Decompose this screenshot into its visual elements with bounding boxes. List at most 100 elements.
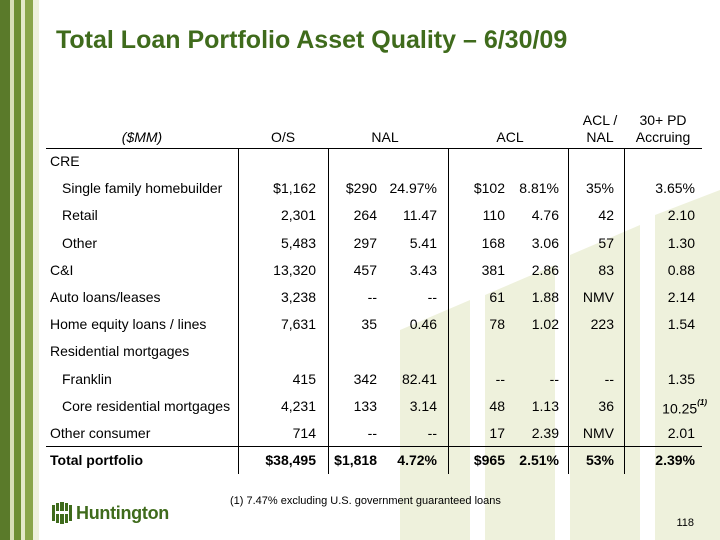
cell-acl-nal: NMV bbox=[583, 289, 614, 305]
cell-os: 415 bbox=[293, 371, 316, 387]
cell-30pd-accruing-value: 3.65% bbox=[655, 180, 695, 196]
cell-nal-percent-value: 3.43 bbox=[409, 262, 437, 278]
cell-os-value: 7,631 bbox=[280, 316, 316, 332]
cell-acl-amount-value: 48 bbox=[489, 398, 505, 414]
decor-stripe bbox=[25, 0, 33, 540]
cell-acl-nal: 83 bbox=[598, 262, 614, 278]
cell-nal-amount: 457 bbox=[354, 262, 377, 278]
total-rule bbox=[46, 446, 702, 447]
cell-nal-amount: 133 bbox=[354, 398, 377, 414]
cell-nal-percent: 24.97% bbox=[390, 180, 437, 196]
cell-os: 714 bbox=[293, 425, 316, 441]
header-acl-nal-line2: NAL bbox=[586, 129, 614, 145]
cell-os-value: 2,301 bbox=[280, 207, 316, 223]
cell-acl-percent: 3.06 bbox=[532, 235, 559, 251]
cell-os: 3,238 bbox=[281, 289, 316, 305]
cell-acl-amount-value: $102 bbox=[473, 180, 505, 196]
cell-acl-percent-value: -- bbox=[549, 371, 559, 387]
cell-30pd-accruing: 1.54 bbox=[668, 316, 695, 332]
header-os: O/S bbox=[270, 129, 296, 145]
cell-acl-nal: -- bbox=[605, 371, 614, 387]
cell-nal-amount: 264 bbox=[354, 207, 377, 223]
cell-nal-percent: 5.41 bbox=[410, 235, 437, 251]
cell-nal-amount-value: -- bbox=[367, 425, 377, 441]
cell-acl-percent-value: 1.13 bbox=[531, 398, 559, 414]
cell-acl-nal: 36 bbox=[598, 398, 614, 414]
cell-30pd-accruing-value: 0.88 bbox=[667, 262, 695, 278]
cell-30pd-accruing: 1.30 bbox=[668, 235, 695, 251]
header-rule bbox=[46, 148, 702, 149]
cell-acl-amount: $965 bbox=[474, 452, 505, 468]
cell-nal-percent: 4.72% bbox=[397, 452, 437, 468]
decor-stripe bbox=[14, 0, 21, 540]
cell-acl-percent: 8.81% bbox=[519, 180, 559, 196]
cell-acl-percent-value: 2.86 bbox=[531, 262, 559, 278]
decor-stripe bbox=[21, 0, 25, 540]
cell-acl-percent: 1.02 bbox=[532, 316, 559, 332]
header-30pd-line1: 30+ PD bbox=[639, 112, 687, 128]
cell-acl-nal-value: 223 bbox=[590, 316, 614, 332]
cell-acl-amount-value: 17 bbox=[489, 425, 505, 441]
cell-nal-amount-value: 297 bbox=[353, 235, 377, 251]
row-label: Total portfolio bbox=[50, 452, 144, 468]
cell-nal-amount: 35 bbox=[361, 316, 377, 332]
cell-30pd-accruing-value: 2.01 bbox=[667, 425, 695, 441]
cell-nal-amount-value: $290 bbox=[345, 180, 377, 196]
cell-acl-amount: 17 bbox=[489, 425, 505, 441]
page-number: 118 bbox=[676, 517, 694, 529]
cell-30pd-accruing-value: 10.25 bbox=[662, 400, 698, 417]
cell-acl-amount: 110 bbox=[483, 207, 505, 223]
cell-acl-nal-value: 36 bbox=[598, 398, 614, 414]
column-divider bbox=[568, 148, 569, 474]
row-label: Residential mortgages bbox=[50, 343, 190, 359]
header-nal: NAL bbox=[371, 129, 399, 145]
cell-acl-percent-value: 4.76 bbox=[531, 207, 559, 223]
cell-nal-amount-value: 133 bbox=[353, 398, 377, 414]
cell-nal-amount-value: 35 bbox=[361, 316, 377, 332]
cell-acl-percent-value: 2.51% bbox=[519, 452, 559, 468]
cell-acl-amount-value: 168 bbox=[481, 235, 505, 251]
cell-acl-amount: 168 bbox=[482, 235, 505, 251]
row-label: Auto loans/leases bbox=[50, 289, 161, 305]
cell-os-value: $1,162 bbox=[273, 180, 316, 196]
cell-acl-nal-value: 35% bbox=[585, 180, 614, 196]
cell-acl-amount-value: 61 bbox=[489, 289, 505, 305]
column-divider bbox=[448, 148, 449, 474]
cell-acl-nal: 223 bbox=[591, 316, 614, 332]
cell-nal-amount: -- bbox=[368, 289, 377, 305]
cell-acl-nal: 35% bbox=[586, 180, 614, 196]
cell-acl-nal: 57 bbox=[598, 235, 614, 251]
row-label: CRE bbox=[50, 153, 80, 169]
decor-stripe bbox=[0, 0, 10, 540]
cell-acl-percent-value: 1.02 bbox=[531, 316, 559, 332]
cell-acl-amount: 61 bbox=[489, 289, 505, 305]
column-divider bbox=[624, 148, 625, 474]
cell-nal-amount-value: $1,818 bbox=[334, 452, 377, 468]
cell-acl-amount: 381 bbox=[482, 262, 505, 278]
cell-nal-amount: $290 bbox=[346, 180, 377, 196]
cell-acl-percent: 4.76 bbox=[532, 207, 559, 223]
cell-nal-percent-value: 24.97% bbox=[389, 180, 437, 196]
row-label: C&I bbox=[50, 262, 74, 278]
cell-acl-percent: 2.51% bbox=[519, 452, 559, 468]
cell-acl-amount-value: 110 bbox=[482, 207, 505, 223]
cell-nal-percent-value: -- bbox=[427, 289, 437, 305]
cell-30pd-accruing: 2.01 bbox=[668, 425, 695, 441]
footnote-marker: (1) bbox=[697, 398, 707, 407]
cell-acl-percent-value: 8.81% bbox=[519, 180, 559, 196]
cell-nal-percent: 82.41 bbox=[402, 371, 437, 387]
huntington-logo: Huntington bbox=[52, 502, 169, 524]
cell-acl-percent: 2.39 bbox=[532, 425, 559, 441]
huntington-logo-icon bbox=[52, 502, 72, 524]
cell-nal-percent: -- bbox=[428, 289, 437, 305]
cell-acl-percent-value: 3.06 bbox=[531, 235, 559, 251]
row-label: Franklin bbox=[62, 371, 112, 387]
cell-os-value: 5,483 bbox=[280, 235, 316, 251]
cell-nal-percent-value: 5.41 bbox=[409, 235, 437, 251]
row-label: Other consumer bbox=[50, 425, 151, 441]
decor-stripe bbox=[33, 0, 39, 540]
cell-acl-nal-value: NMV bbox=[582, 425, 614, 441]
cell-nal-percent: -- bbox=[428, 425, 437, 441]
cell-acl-amount: $102 bbox=[474, 180, 505, 196]
